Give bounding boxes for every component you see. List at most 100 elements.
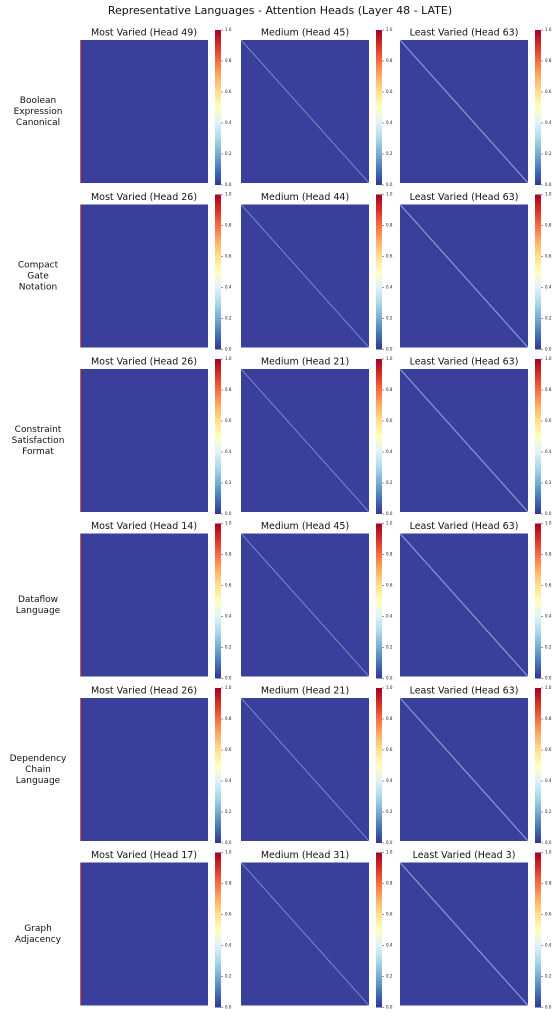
colorbar-tick-label: 1.0 bbox=[386, 27, 393, 32]
colorbar-tick-label: 1.0 bbox=[386, 850, 393, 855]
colorbar-tick-label: 0.2 bbox=[386, 480, 393, 485]
panel-title: Least Varied (Head 63) bbox=[410, 686, 519, 697]
panel-title: Medium (Head 21) bbox=[261, 357, 349, 368]
colorbar-tick-label: 0.0 bbox=[545, 840, 552, 845]
colorbar bbox=[376, 852, 382, 1008]
row-label: Graph bbox=[24, 924, 52, 934]
panel-title: Least Varied (Head 3) bbox=[413, 850, 516, 861]
heatmap-diagonal bbox=[240, 368, 370, 513]
colorbar-tick-label: 0.2 bbox=[545, 974, 552, 979]
colorbar-tick-label: 1.0 bbox=[225, 521, 232, 526]
colorbar-tick-label: 0.4 bbox=[386, 943, 393, 948]
colorbar-tick-label: 0.8 bbox=[225, 716, 232, 721]
heatmap bbox=[80, 698, 208, 841]
colorbar-tick-label: 1.0 bbox=[386, 521, 393, 526]
colorbar bbox=[535, 523, 541, 679]
colorbar-tick-label: 0.4 bbox=[386, 120, 393, 125]
colorbar-tick-label: 0.6 bbox=[386, 254, 393, 259]
colorbar-tick-label: 0.8 bbox=[386, 387, 393, 392]
colorbar-tick-label: 0.8 bbox=[386, 716, 393, 721]
heatmap-diagonal bbox=[399, 533, 529, 677]
panel-title: Medium (Head 31) bbox=[261, 850, 349, 861]
colorbar-tick-label: 0.4 bbox=[545, 449, 552, 454]
colorbar-tick-label: 0.4 bbox=[225, 449, 232, 454]
heatmap bbox=[80, 533, 208, 677]
heatmap-diagonal bbox=[240, 697, 370, 842]
colorbar-tick-label: 0.4 bbox=[386, 449, 393, 454]
colorbar-tick-label: 0.4 bbox=[386, 778, 393, 783]
panel-title: Most Varied (Head 49) bbox=[91, 28, 197, 39]
colorbar-tick-label: 0.6 bbox=[225, 912, 232, 917]
colorbar-tick-label: 1.0 bbox=[545, 521, 552, 526]
colorbar bbox=[376, 523, 382, 679]
panel-title: Least Varied (Head 63) bbox=[410, 521, 519, 532]
colorbar-tick-label: 0.6 bbox=[545, 583, 552, 588]
row-label: Adjacency bbox=[15, 935, 62, 945]
colorbar-tick-label: 0.8 bbox=[545, 387, 552, 392]
colorbar-tick-label: 0.2 bbox=[225, 809, 232, 814]
colorbar-tick-label: 0.8 bbox=[386, 881, 393, 886]
colorbar-tick-label: 0.8 bbox=[225, 387, 232, 392]
heatmap-diagonal bbox=[240, 533, 370, 677]
colorbar bbox=[376, 194, 382, 350]
colorbar-tick-label: 1.0 bbox=[225, 356, 232, 361]
colorbar-tick-label: 0.0 bbox=[386, 182, 393, 187]
panel-title: Least Varied (Head 63) bbox=[410, 357, 519, 368]
row-label: Constraint bbox=[15, 425, 62, 435]
heatmap-diagonal bbox=[399, 204, 529, 348]
colorbar-tick-label: 0.8 bbox=[545, 716, 552, 721]
colorbar bbox=[535, 852, 541, 1008]
colorbar-tick-label: 0.6 bbox=[545, 89, 552, 94]
panel-title: Most Varied (Head 17) bbox=[91, 850, 197, 861]
colorbar-tick-label: 0.6 bbox=[386, 912, 393, 917]
colorbar-tick-label: 0.2 bbox=[386, 316, 393, 321]
colorbar-tick-label: 1.0 bbox=[386, 192, 393, 197]
colorbar-tick-label: 1.0 bbox=[545, 192, 552, 197]
colorbar-tick-label: 0.8 bbox=[225, 881, 232, 886]
heatmap bbox=[80, 204, 208, 348]
panel-title: Most Varied (Head 26) bbox=[91, 686, 197, 697]
colorbar-tick-label: 0.2 bbox=[545, 480, 552, 485]
colorbar-tick-label: 0.0 bbox=[225, 676, 232, 681]
row-label: Gate bbox=[27, 272, 49, 282]
colorbar bbox=[215, 688, 221, 843]
colorbar-tick-label: 0.6 bbox=[386, 418, 393, 423]
colorbar-tick-label: 0.8 bbox=[225, 58, 232, 63]
colorbar-tick-label: 0.4 bbox=[545, 120, 552, 125]
colorbar-tick-label: 0.8 bbox=[545, 552, 552, 557]
row-label: Format bbox=[22, 447, 54, 457]
colorbar-tick-label: 0.8 bbox=[225, 223, 232, 228]
colorbar-tick-label: 0.6 bbox=[225, 747, 232, 752]
colorbar bbox=[535, 30, 541, 185]
colorbar-tick-label: 0.2 bbox=[225, 316, 232, 321]
heatmap-diagonal bbox=[399, 39, 529, 184]
colorbar-tick-label: 0.2 bbox=[225, 480, 232, 485]
colorbar-tick-label: 0.2 bbox=[545, 809, 552, 814]
colorbar-tick-label: 0.0 bbox=[225, 1005, 232, 1010]
colorbar-tick-label: 1.0 bbox=[225, 850, 232, 855]
colorbar-tick-label: 0.0 bbox=[386, 511, 393, 516]
row-label: Dataflow bbox=[18, 595, 58, 605]
colorbar-tick-label: 0.8 bbox=[545, 881, 552, 886]
colorbar-tick-label: 0.0 bbox=[545, 1005, 552, 1010]
colorbar-tick-label: 0.0 bbox=[545, 511, 552, 516]
colorbar-tick-label: 0.2 bbox=[225, 151, 232, 156]
panel-title: Most Varied (Head 26) bbox=[91, 192, 197, 203]
colorbar-tick-label: 0.6 bbox=[545, 912, 552, 917]
colorbar-tick-label: 1.0 bbox=[386, 356, 393, 361]
colorbar-tick-label: 0.6 bbox=[386, 747, 393, 752]
colorbar-tick-label: 0.8 bbox=[225, 552, 232, 557]
colorbar-tick-label: 0.0 bbox=[225, 182, 232, 187]
colorbar-tick-label: 0.6 bbox=[225, 583, 232, 588]
colorbar-tick-label: 0.6 bbox=[545, 418, 552, 423]
colorbar-tick-label: 0.6 bbox=[225, 254, 232, 259]
colorbar-tick-label: 1.0 bbox=[545, 27, 552, 32]
colorbar-tick-label: 1.0 bbox=[545, 850, 552, 855]
colorbar-tick-label: 0.4 bbox=[386, 285, 393, 290]
heatmap bbox=[80, 40, 208, 183]
colorbar-tick-label: 0.2 bbox=[225, 645, 232, 650]
chart-title: Representative Languages - Attention Hea… bbox=[108, 4, 452, 17]
colorbar-tick-label: 0.0 bbox=[545, 182, 552, 187]
heatmap-diagonal bbox=[240, 862, 370, 1006]
